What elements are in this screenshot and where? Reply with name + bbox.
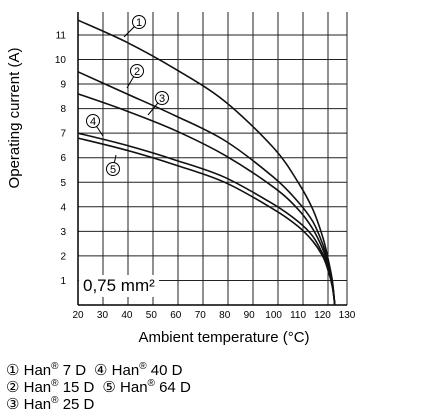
x-tick-label: 100 (265, 310, 282, 321)
legend-entry: ② Han® 15 D (6, 375, 94, 396)
x-tick-label: 110 (290, 310, 306, 321)
x-tick-label: 20 (72, 310, 84, 321)
marker-circle (106, 162, 120, 176)
y-tick-label: 5 (60, 178, 66, 189)
legend-registered-mark: ® (147, 378, 155, 389)
marker-circle (86, 114, 100, 128)
y-tick-label: 4 (60, 202, 66, 213)
curve-marker-number: 4 (90, 116, 96, 128)
x-tick-label: 60 (170, 310, 182, 321)
x-axis-label: Ambient temperature (°C) (138, 329, 309, 346)
curve-marker-number: 2 (134, 66, 140, 78)
chart: 20 30 40 50 60 70 80 90 100 110 120 130 1 2 3 4 5 6 7 8 9 10 1… (6, 12, 356, 346)
y-tick-label: 3 (60, 227, 66, 238)
curve-marker-number: 5 (110, 164, 116, 176)
x-tick-label: 70 (195, 310, 207, 321)
y-tick-label: 1 (60, 276, 66, 287)
legend-code: 25 D (58, 396, 95, 413)
legend-name: Han (23, 379, 52, 396)
legend-code: 40 D (146, 362, 183, 379)
x-tick-label: 40 (121, 310, 133, 321)
legend-name: Han (23, 396, 52, 413)
legend-registered-mark: ® (51, 378, 59, 389)
y-tick-label: 11 (56, 30, 67, 41)
legend-row: ③ Han® 25 D (6, 392, 199, 413)
y-tick-label: 2 (60, 251, 66, 262)
y-tick-label: 7 (60, 129, 66, 140)
legend-entry: ⑤ Han® 64 D (102, 375, 190, 396)
labels: 20 30 40 50 60 70 80 90 100 110 120 130 1 2 3 4 5 6 7 8 9 10 1… (55, 15, 356, 321)
area-annotation: 0,75 mm² (83, 276, 155, 295)
y-tick-label: 10 (55, 55, 67, 66)
x-tick-label: 130 (339, 310, 356, 321)
han-7d-curve (77, 19, 336, 306)
curve-marker-number: 1 (136, 17, 142, 29)
legend-symbol: ⑤ (102, 379, 116, 396)
legend-code: 15 D (58, 379, 95, 396)
curves (77, 19, 336, 306)
y-tick-label: 6 (60, 153, 66, 164)
y-tick-label: 8 (60, 104, 66, 115)
legend-symbol: ② (6, 379, 20, 396)
legend-name: Han (111, 362, 140, 379)
grid (77, 12, 348, 306)
legend-symbol: ④ (94, 362, 108, 379)
legend-entry: ① Han® 7 D (6, 358, 86, 379)
legend-code: 64 D (154, 379, 191, 396)
legend-registered-mark: ® (51, 395, 59, 406)
legend-name: Han (23, 362, 52, 379)
legend-registered-mark: ® (51, 361, 59, 372)
annotation-background (79, 275, 159, 297)
y-axis-label: Operating current (A) (6, 48, 23, 189)
y-tick-label: 9 (60, 80, 66, 91)
marker-circle (132, 15, 146, 29)
curve-marker-number: 3 (159, 93, 165, 105)
marker-circle (155, 91, 169, 105)
han-64d-curve (77, 137, 336, 306)
legend-entry: ③ Han® 25 D (6, 392, 94, 413)
legend-entry: ④ Han® 40 D (94, 358, 182, 379)
x-tick-label: 50 (146, 310, 158, 321)
legend-code: 7 D (58, 362, 87, 379)
x-tick-label: 120 (314, 310, 331, 321)
x-tick-label: 80 (219, 310, 231, 321)
legend-name: Han (120, 379, 148, 396)
marker-circle (130, 64, 144, 78)
legend-symbol: ① (6, 362, 20, 379)
legend-registered-mark: ® (139, 361, 147, 372)
x-tick-label: 90 (244, 310, 256, 321)
x-tick-label: 30 (97, 310, 109, 321)
legend-symbol: ③ (6, 396, 20, 413)
